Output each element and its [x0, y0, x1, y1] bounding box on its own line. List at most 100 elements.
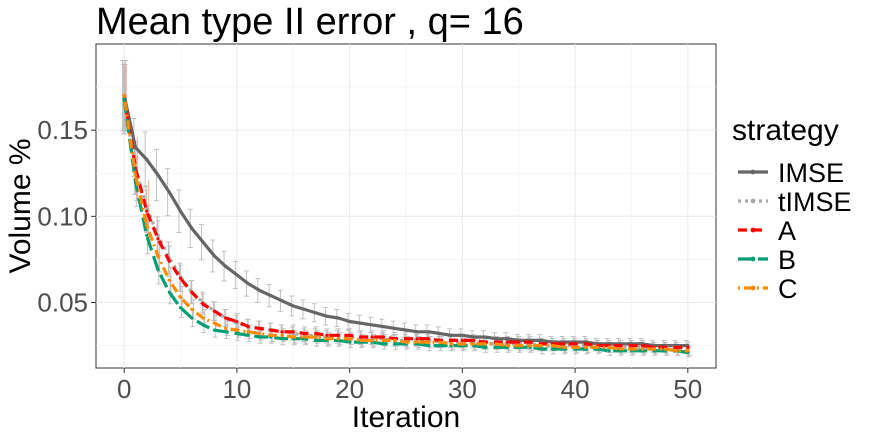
data-point [539, 338, 543, 343]
data-point [224, 316, 228, 320]
data-point [269, 333, 273, 337]
data-point [246, 330, 250, 334]
data-point [336, 333, 340, 337]
x-tick-label: 40 [561, 374, 590, 404]
data-point [212, 328, 216, 332]
data-point [336, 337, 340, 341]
data-point [652, 347, 656, 351]
data-point [370, 323, 374, 327]
data-point [302, 335, 307, 339]
data-point [235, 328, 239, 332]
legend-label: tIMSE [778, 187, 852, 217]
data-point [528, 340, 532, 344]
data-point [584, 342, 588, 346]
data-point [641, 347, 645, 351]
data-point [280, 330, 284, 334]
data-point [235, 319, 239, 324]
data-point [415, 337, 419, 341]
data-point [302, 331, 307, 336]
data-point [426, 343, 431, 348]
data-point [426, 340, 431, 344]
data-point [257, 335, 262, 339]
data-point [167, 278, 171, 282]
legend-label: A [778, 216, 796, 246]
data-point [291, 335, 295, 339]
data-point [370, 338, 374, 343]
y-tick-label: 0.10 [37, 201, 88, 231]
data-point [145, 233, 149, 237]
y-tick-label: 0.05 [37, 288, 88, 318]
data-point [629, 347, 634, 351]
plot-panel [95, 43, 717, 369]
data-point [528, 343, 532, 348]
data-point [314, 331, 318, 336]
data-point [472, 335, 476, 339]
legend-point [750, 169, 756, 175]
x-tick-label: 50 [673, 374, 702, 404]
data-point [246, 281, 250, 286]
data-point [494, 345, 498, 349]
data-point [190, 226, 194, 231]
data-point [449, 342, 453, 346]
data-point [224, 326, 228, 330]
data-point [426, 337, 431, 341]
data-point [674, 345, 679, 349]
legend-title: strategy [732, 114, 839, 147]
data-point [517, 340, 521, 344]
data-point [133, 145, 138, 150]
data-point [517, 343, 521, 348]
data-point [224, 330, 228, 334]
data-point [336, 316, 340, 320]
data-point [494, 337, 498, 341]
data-point [370, 335, 374, 339]
data-point [212, 254, 216, 258]
series-c [122, 94, 690, 353]
data-point [133, 173, 138, 177]
data-point [404, 328, 408, 332]
data-point [314, 311, 318, 315]
data-point [201, 323, 205, 327]
data-point [246, 333, 250, 337]
y-axis: 0.05 0.10 0.15 [37, 115, 96, 318]
data-point [460, 342, 464, 346]
data-point [145, 209, 149, 213]
data-point [167, 259, 171, 263]
legend-item-c: C [738, 274, 798, 304]
data-point [156, 237, 160, 241]
data-point [618, 347, 622, 351]
data-point [641, 343, 645, 348]
data-point [438, 340, 442, 344]
data-point [359, 335, 363, 339]
data-point [550, 343, 555, 348]
legend-point [750, 256, 756, 262]
data-point [122, 94, 126, 98]
data-point [348, 340, 352, 344]
data-point [483, 335, 487, 339]
data-point [257, 288, 262, 293]
data-point [483, 345, 487, 349]
data-point [426, 330, 431, 334]
data-point [573, 345, 577, 349]
data-point [686, 349, 690, 353]
data-point [460, 333, 464, 337]
data-point [505, 337, 510, 341]
data-point [291, 304, 295, 308]
data-point [381, 335, 386, 339]
data-point [562, 342, 566, 346]
data-point [494, 342, 498, 346]
data-point [584, 345, 588, 349]
data-point [629, 343, 634, 348]
data-point [269, 328, 273, 332]
data-point [663, 347, 667, 351]
legend-point [750, 198, 756, 204]
data-point [550, 347, 555, 351]
data-point [596, 345, 600, 349]
data-point [539, 347, 543, 351]
data-point [325, 333, 329, 337]
data-point [393, 342, 397, 346]
data-point [686, 345, 690, 349]
data-point [325, 314, 329, 318]
data-point [483, 342, 487, 346]
